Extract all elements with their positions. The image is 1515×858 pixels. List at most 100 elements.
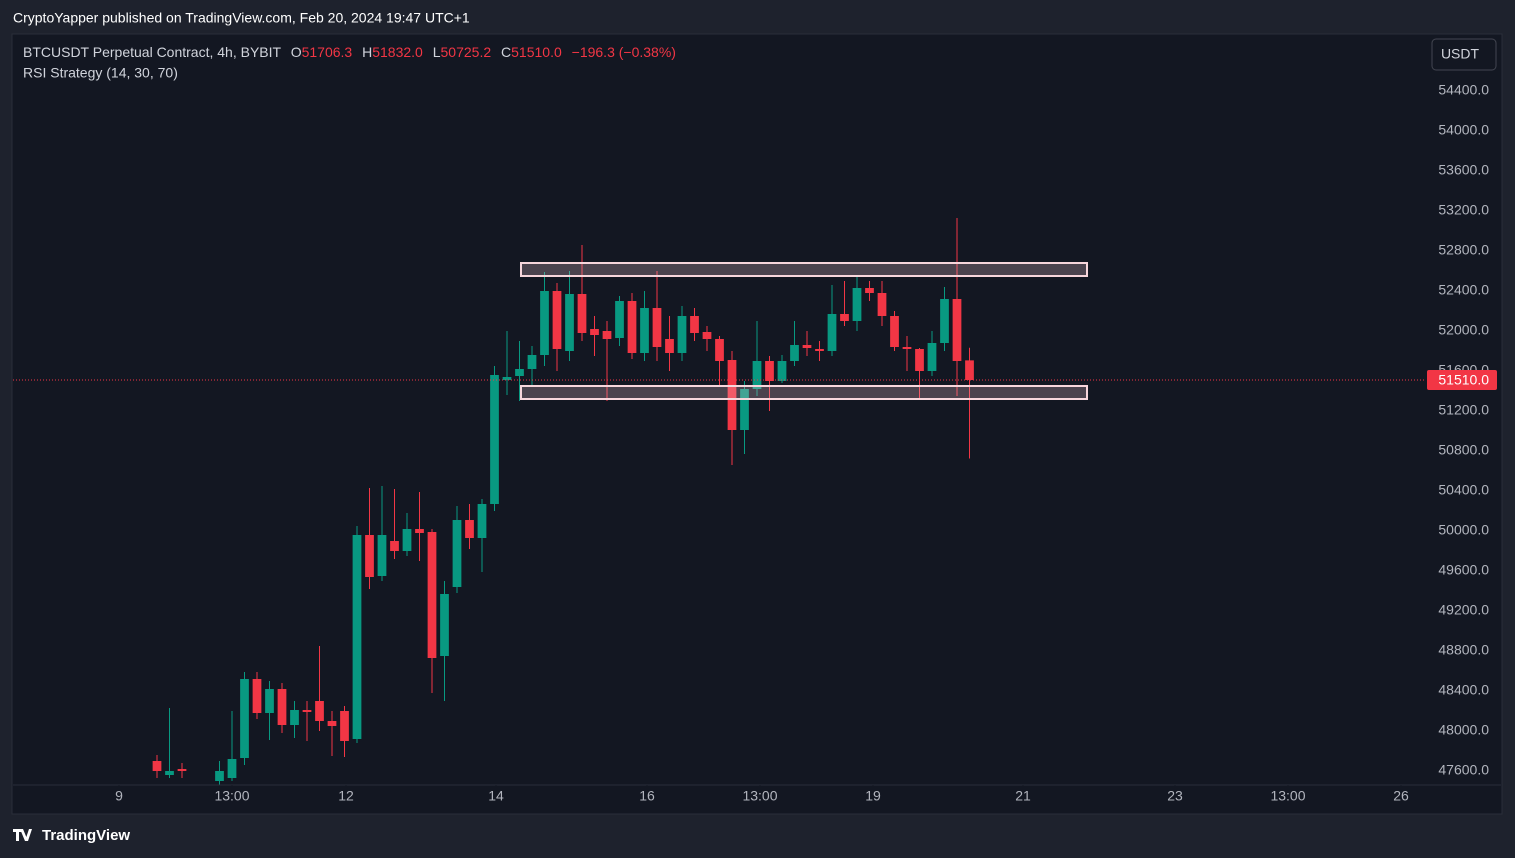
symbol-legend: BTCUSDT Perpetual Contract, 4h, BYBIT O5… (23, 44, 676, 60)
h-label: H (362, 44, 372, 60)
candle-body (590, 329, 599, 335)
candle-body (565, 294, 574, 351)
candle-body (265, 689, 274, 713)
candle-body (315, 701, 324, 721)
candle-body (552, 291, 562, 349)
candle-body (840, 314, 849, 321)
y-tick-label: 49200.0 (1438, 602, 1489, 618)
x-tick-label: 13:00 (742, 788, 777, 804)
candle-body (790, 345, 799, 361)
currency-label[interactable]: USDT (1441, 46, 1480, 62)
y-tick-label: 49600.0 (1438, 562, 1489, 578)
zone (520, 385, 1088, 400)
brand: TradingView (42, 827, 130, 844)
candle-body (640, 308, 649, 353)
x-tick-label: 16 (639, 788, 655, 804)
candle-body (815, 349, 824, 351)
candle-body (915, 349, 924, 371)
candle-body (952, 299, 962, 361)
change: −196.3 (−0.38%) (572, 44, 676, 60)
candle-body (927, 343, 937, 371)
y-tick-label: 52400.0 (1438, 282, 1489, 298)
x-tick-label: 23 (1167, 788, 1183, 804)
candle-body (665, 339, 674, 353)
y-tick-label: 50800.0 (1438, 442, 1489, 458)
candle-body (252, 679, 262, 713)
currency-button[interactable] (1431, 38, 1497, 71)
candle-body (227, 759, 237, 778)
candle-body (277, 689, 287, 725)
candle-body (290, 710, 299, 725)
candle-body (802, 345, 812, 348)
candle-body (965, 360, 974, 380)
candle-body (240, 679, 249, 758)
y-tick-label: 52000.0 (1438, 322, 1489, 338)
c-value: 51510.0 (511, 44, 562, 60)
x-tick-label: 21 (1015, 788, 1031, 804)
indicator: RSI Strategy (14, 30, 70) (23, 65, 178, 81)
y-tick-label: 53600.0 (1438, 162, 1489, 178)
y-tick-label: 52800.0 (1438, 242, 1489, 258)
candle-body (777, 361, 787, 381)
candle-body (740, 389, 749, 430)
l-label: L (433, 44, 441, 60)
chart-frame (11, 33, 1503, 815)
c-label: C (501, 44, 511, 60)
candle-body (515, 369, 524, 376)
candle-body (215, 771, 224, 781)
y-tick-label: 51200.0 (1438, 402, 1489, 418)
candle-body (877, 293, 887, 316)
y-tick-label: 47600.0 (1438, 762, 1489, 778)
candle-body (652, 308, 662, 347)
candle-body (627, 301, 637, 353)
candle-body (427, 532, 437, 658)
logo: TradingView (13, 827, 130, 844)
x-tick-label: 9 (115, 788, 123, 804)
candle-body (152, 761, 162, 771)
x-tick-label: 26 (1393, 788, 1409, 804)
candle-body (352, 535, 362, 739)
candle-body (440, 594, 449, 656)
candle-body (415, 529, 424, 533)
candle-body (340, 711, 349, 741)
candle-body (602, 331, 612, 339)
candle-body (165, 771, 174, 775)
candle-body (940, 299, 949, 343)
candle-body (302, 710, 312, 712)
y-tick-label: 50400.0 (1438, 482, 1489, 498)
candle-body (865, 288, 874, 293)
y-tick-label: 48800.0 (1438, 642, 1489, 658)
last-price-label: 51510.0 (1438, 372, 1489, 388)
y-tick-label: 50000.0 (1438, 522, 1489, 538)
candle-body (690, 316, 699, 333)
candle-body (615, 301, 624, 338)
x-tick-label: 14 (488, 788, 504, 804)
candle-body (827, 314, 837, 351)
candle-body (465, 520, 474, 538)
x-tick-label: 19 (865, 788, 881, 804)
y-tick-label: 54000.0 (1438, 122, 1489, 138)
l-value: 50725.2 (441, 44, 492, 60)
candle-body (727, 360, 737, 430)
candle-body (327, 721, 337, 726)
candle-body (890, 316, 899, 347)
candle-body (177, 769, 187, 771)
h-value: 51832.0 (372, 44, 423, 60)
candle-body (502, 377, 512, 380)
candle-body (477, 504, 487, 538)
plot (13, 218, 1425, 785)
o-label: O (291, 44, 302, 60)
candle-body (765, 361, 774, 381)
candle-body (715, 339, 724, 361)
x-tick-label: 12 (338, 788, 354, 804)
candle-body (540, 291, 549, 355)
candle-body (390, 541, 399, 551)
x-tick-label: 13:00 (214, 788, 249, 804)
zone (520, 262, 1088, 277)
candle-body (702, 332, 712, 339)
candle-body (902, 347, 912, 349)
candle-body (377, 535, 387, 576)
last-price-badge (1427, 370, 1497, 390)
candle-body (490, 375, 499, 504)
